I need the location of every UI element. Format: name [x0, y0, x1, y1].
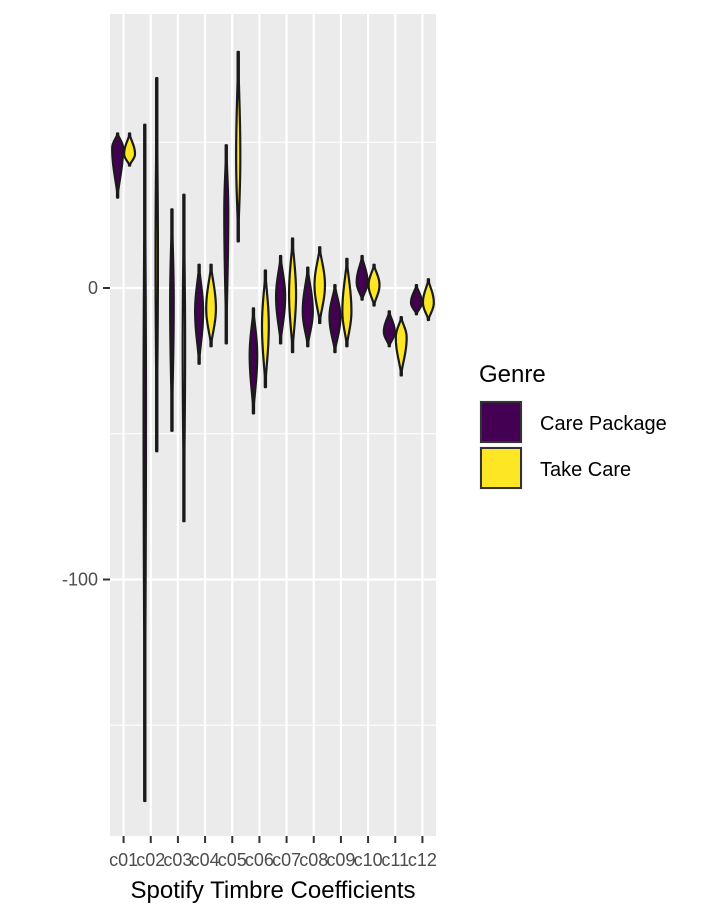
- violin-take-care-c03: [181, 193, 187, 523]
- x-tick-label: c02: [136, 850, 165, 870]
- violin-care-package-c05: [223, 144, 230, 345]
- x-tick-label: c10: [354, 850, 383, 870]
- violin-take-care-c09: [341, 257, 353, 348]
- x-tick-label: c11: [381, 850, 409, 870]
- x-tick-label: c09: [326, 850, 355, 870]
- violin-take-care-c07: [287, 237, 298, 354]
- x-tick-label: c01: [109, 850, 138, 870]
- violins: [111, 50, 435, 803]
- x-tick-label: c05: [218, 850, 247, 870]
- legend: Genre Care Package Take Care: [479, 361, 667, 490]
- y-tick-label: 0: [88, 278, 98, 298]
- legend-label: Take Care: [540, 459, 631, 481]
- violin-care-package-c07: [274, 254, 287, 345]
- legend-title: Genre: [479, 361, 546, 388]
- x-tick-label: c03: [163, 850, 192, 870]
- violin-take-care-c04: [205, 263, 218, 348]
- violin-care-package-c02: [142, 123, 148, 803]
- violin-take-care-c12: [421, 278, 435, 322]
- x-tick-label: c12: [408, 850, 437, 870]
- violin-care-package-c06: [248, 307, 259, 415]
- violin-care-package-c10: [355, 254, 369, 301]
- legend-swatch: [480, 447, 522, 489]
- legend-label: Care Package: [540, 413, 667, 435]
- violin-care-package-c08: [301, 266, 314, 348]
- x-tick-label: c04: [191, 850, 220, 870]
- violin-take-care-c06: [260, 269, 270, 389]
- violin-take-care-c08: [313, 246, 327, 325]
- y-axis: -100 0: [62, 278, 110, 589]
- violin-take-care-c02: [154, 77, 160, 453]
- violin-take-care-c11: [394, 316, 408, 377]
- violin-care-package-c11: [382, 310, 396, 348]
- violin-take-care-c05: [235, 50, 242, 243]
- violin-care-package-c09: [328, 283, 342, 354]
- violin-care-package-c03: [169, 208, 175, 432]
- violin-care-package-c04: [194, 263, 205, 365]
- legend-swatch: [480, 401, 522, 443]
- x-tick-label: c07: [272, 850, 301, 870]
- violin-care-package-c12: [409, 283, 423, 316]
- violin-take-care-c01: [123, 132, 137, 167]
- y-tick-label: -100: [62, 569, 98, 589]
- plot-panel: [110, 14, 436, 836]
- violin-take-care-c10: [367, 263, 381, 307]
- violin-care-package-c01: [111, 132, 125, 199]
- x-tick-label: c06: [245, 850, 274, 870]
- x-axis-title: Spotify Timbre Coefficients: [130, 877, 415, 904]
- x-tick-label: c08: [299, 850, 328, 870]
